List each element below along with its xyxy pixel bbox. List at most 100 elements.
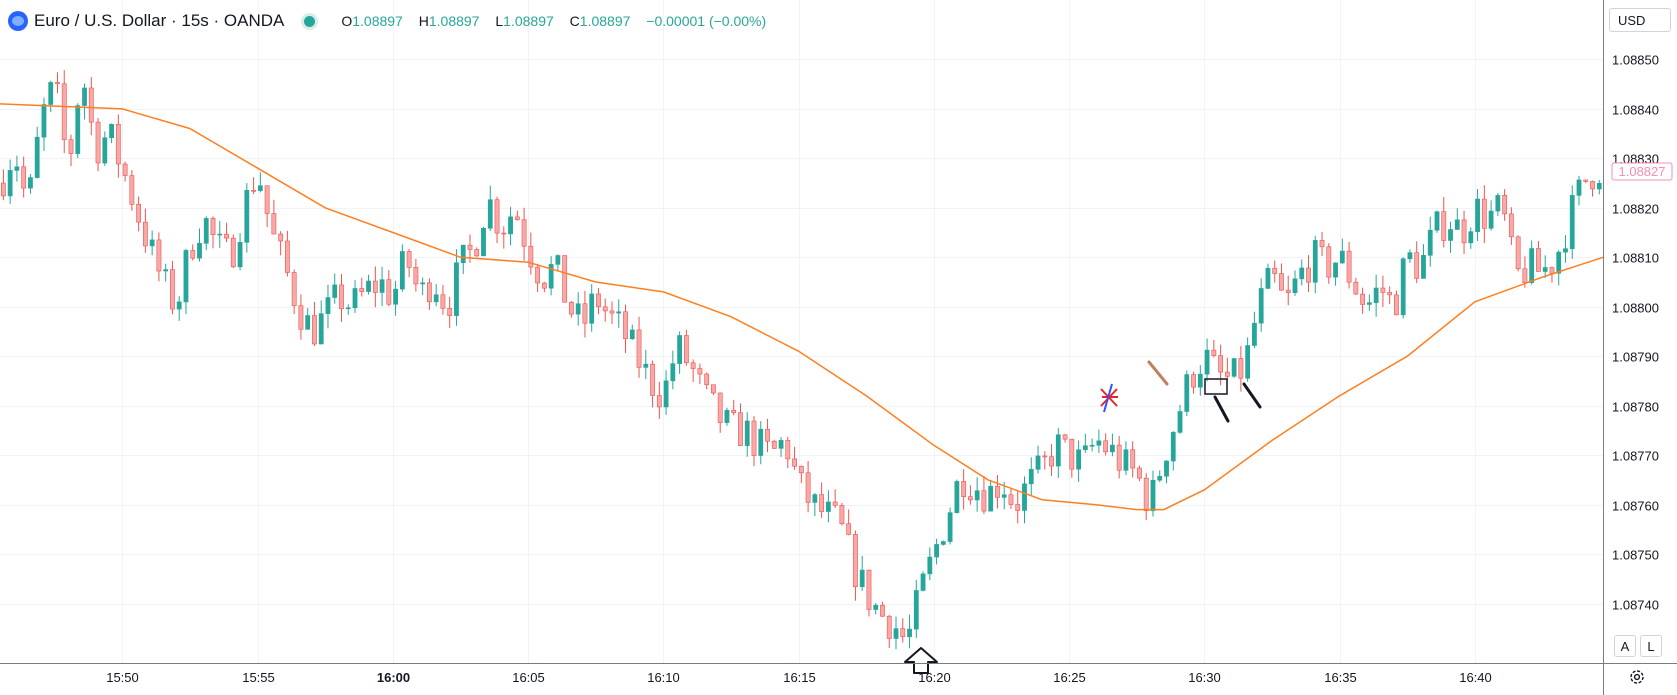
drawn-black-line-2 — [1242, 382, 1262, 409]
candle-down — [1137, 467, 1142, 479]
candle-up — [48, 82, 54, 105]
up-arrow-icon — [904, 647, 938, 674]
candle-down — [636, 329, 642, 368]
candle-down — [271, 213, 277, 235]
candle-up — [913, 590, 919, 630]
candle-down — [765, 428, 770, 442]
candle-down — [582, 303, 588, 324]
candle-up — [1563, 248, 1568, 253]
candle-up — [393, 288, 398, 305]
settings-gear-icon[interactable] — [1628, 668, 1646, 686]
symbol-title[interactable]: Euro / U.S. Dollar · 15s · OANDA — [34, 11, 285, 30]
candle-down — [427, 282, 432, 303]
last-price-label: 1.08827 — [1619, 164, 1666, 179]
candle-up — [1035, 455, 1041, 470]
candle-down — [792, 458, 797, 467]
candle-down — [650, 363, 655, 396]
candle-down — [122, 163, 128, 176]
candle-down — [623, 311, 628, 340]
candle-up — [744, 420, 750, 446]
candle-up — [1258, 288, 1264, 324]
candle-up — [203, 218, 209, 244]
candle-up — [920, 573, 926, 591]
open-key: O — [341, 13, 353, 29]
candle-down — [1590, 181, 1595, 190]
candle-down — [981, 490, 987, 512]
candle-down — [866, 569, 872, 610]
candle-up — [420, 282, 426, 285]
candle-down — [711, 384, 716, 394]
candle-up — [1339, 250, 1345, 264]
candle-down — [731, 409, 737, 414]
candle-up — [616, 311, 622, 314]
candle-down — [1441, 211, 1447, 241]
candle-down — [1522, 268, 1528, 283]
candle-down — [562, 255, 568, 303]
low-value: 1.08897 — [503, 13, 554, 29]
candle-down — [494, 199, 500, 234]
candle-down — [690, 362, 696, 369]
candle-down — [1481, 198, 1487, 229]
candle-up — [812, 494, 818, 503]
candle-down — [1143, 477, 1149, 512]
candle-up — [1427, 229, 1433, 256]
candle-down — [967, 496, 973, 501]
candle-down — [1549, 267, 1555, 274]
x-tick-label: 15:50 — [106, 670, 139, 685]
candle-up — [1569, 195, 1575, 249]
candle-down — [880, 604, 885, 617]
candle-down — [961, 481, 967, 497]
candle-up — [1110, 444, 1115, 453]
candle-up — [1150, 479, 1156, 512]
candle-down — [738, 412, 743, 446]
candle-up — [724, 409, 730, 423]
candle-down — [372, 280, 378, 293]
candle-up — [1312, 240, 1318, 283]
candle-down — [1211, 349, 1217, 356]
candle-up — [778, 440, 784, 449]
candle-up — [399, 251, 405, 290]
log-scale-button[interactable]: L — [1640, 635, 1662, 657]
candle-up — [244, 190, 250, 243]
candle-up — [183, 250, 189, 303]
candle-down — [386, 279, 392, 305]
candle-up — [825, 501, 831, 512]
candle-down — [1414, 252, 1420, 279]
candle-up — [1170, 432, 1176, 462]
candle-down — [1353, 281, 1359, 295]
x-tick-label: 16:20 — [918, 670, 951, 685]
candle-up — [974, 490, 980, 501]
candle-down — [224, 233, 229, 239]
candles — [0, 70, 1602, 650]
candle-up — [1448, 229, 1453, 241]
currency-selector[interactable]: USD — [1609, 8, 1671, 32]
candle-up — [1231, 358, 1237, 377]
candle-up — [1089, 444, 1095, 447]
market-status-icon[interactable] — [304, 15, 316, 27]
auto-scale-button[interactable]: A — [1614, 635, 1636, 657]
candle-down — [528, 245, 534, 268]
candle-up — [1252, 322, 1257, 346]
candle-down — [339, 284, 344, 310]
candle-up — [257, 185, 263, 191]
candle-up — [481, 227, 486, 257]
candle-down — [1319, 240, 1325, 248]
price-scale[interactable]: 1.088501.088401.088301.088201.088101.088… — [1612, 53, 1659, 613]
candle-down — [413, 267, 419, 285]
candle-down — [291, 272, 297, 307]
candle-up — [1434, 211, 1440, 231]
candle-down — [1360, 293, 1366, 305]
candle-down — [1116, 444, 1122, 471]
candle-up — [954, 481, 960, 513]
moving-average-line — [0, 103, 1604, 511]
candle-down — [230, 237, 236, 268]
candle-down — [1069, 438, 1075, 470]
time-scale[interactable]: 15:50 15:55 16:00 16:05 16:10 16:15 16:20 16:25… — [106, 670, 1492, 685]
y-tick-label: 1.08820 — [1612, 202, 1659, 217]
candle-down — [514, 216, 520, 221]
candle-down — [717, 392, 723, 423]
x-tick-label: 15:55 — [242, 670, 275, 685]
candle-up — [1197, 373, 1203, 388]
candle-down — [1515, 236, 1521, 270]
